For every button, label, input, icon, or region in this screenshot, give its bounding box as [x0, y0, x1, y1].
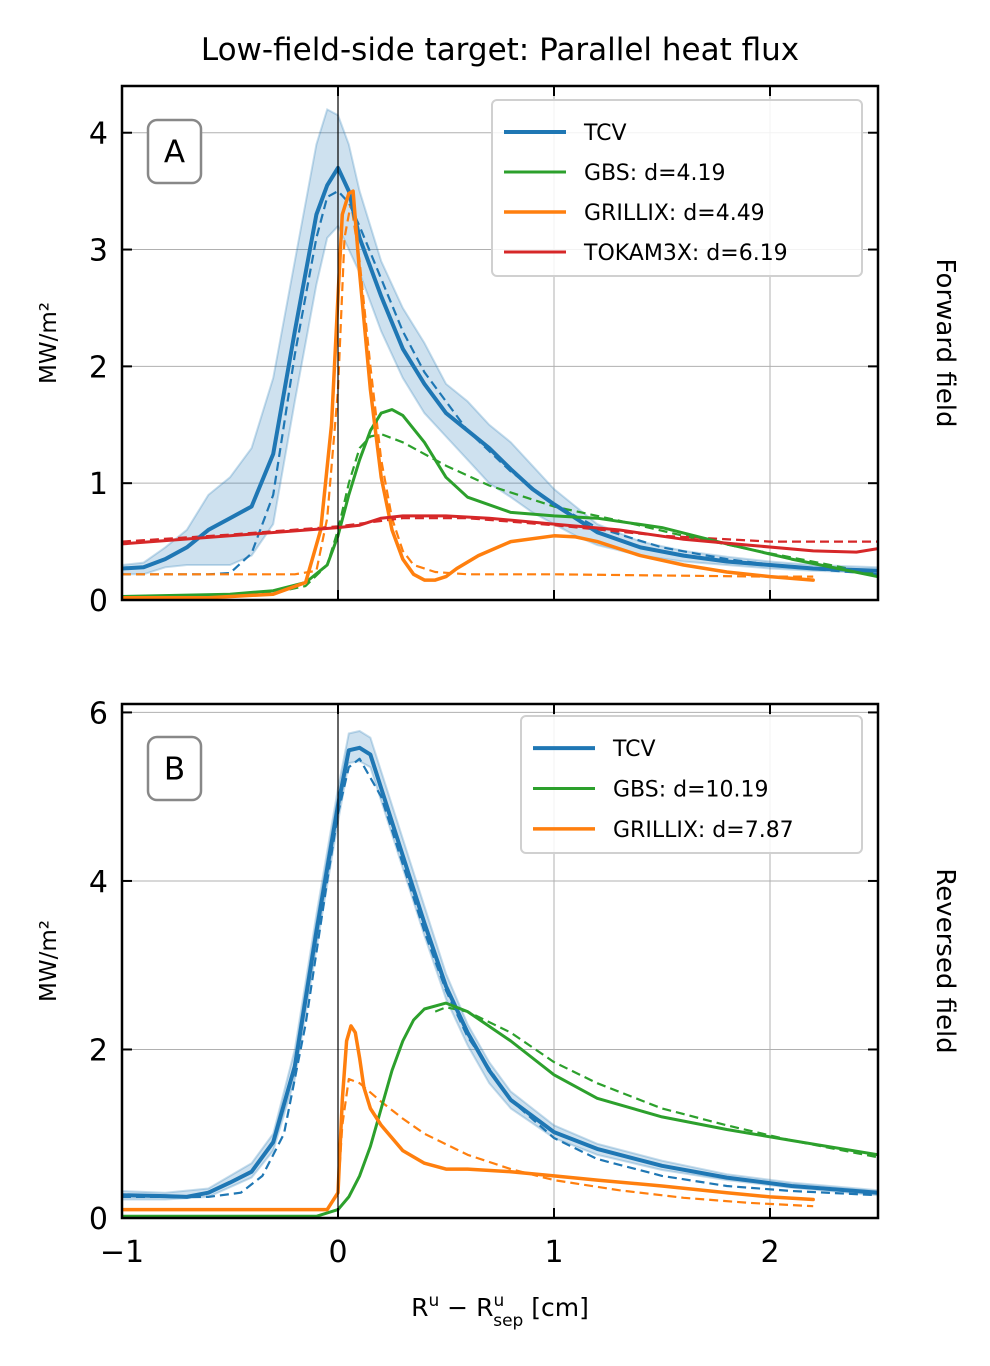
legend-entry: GRILLIX: d=7.87	[613, 818, 794, 843]
legend-entry: GBS: d=10.19	[613, 778, 769, 803]
tcv-fit-line	[122, 190, 878, 576]
tcv-line	[122, 745, 878, 1199]
xlabel-r: R	[411, 1293, 428, 1322]
xlabel-sup: u	[428, 1291, 439, 1311]
panel-letter-box	[146, 735, 203, 802]
y-tick-label: 3	[89, 234, 108, 269]
legend-entry: TOKAM3X: d=6.19	[583, 241, 788, 266]
gbs-line	[122, 1001, 878, 1218]
legend-entry: TCV	[612, 737, 656, 762]
field-direction-label: Forward field	[930, 259, 960, 428]
x-tick-label: 2	[760, 1235, 779, 1270]
y-tick-label: 2	[89, 1033, 108, 1068]
plot-area	[122, 729, 878, 1218]
y-axis-label: MW/m²	[36, 920, 62, 1002]
panel-letter: A	[164, 135, 185, 171]
legend: TCV GBS: d=10.19 GRILLIX: d=7.87	[520, 715, 863, 854]
y-tick-label: 1	[89, 467, 108, 502]
legend-entry: GBS: d=4.19	[584, 161, 726, 186]
y-axis-label: MW/m²	[36, 302, 62, 384]
gbs-line	[122, 408, 878, 598]
tcv-line	[122, 165, 878, 573]
y-tick-label: 4	[89, 865, 108, 900]
grillix-line	[122, 1024, 815, 1212]
legend-entry: GRILLIX: d=4.49	[584, 201, 765, 226]
panel-letter: B	[164, 752, 185, 788]
y-tick-label: 4	[89, 117, 108, 152]
y-tick-label: 0	[89, 584, 108, 619]
y-tick-label: 6	[89, 696, 108, 731]
xlabel-unit: [cm]	[523, 1293, 589, 1322]
xlabel-minus: − R	[439, 1293, 493, 1322]
x-tick-label: 0	[328, 1235, 347, 1270]
tcv-uncertainty-band	[122, 107, 878, 576]
xlabel-sup: u	[493, 1291, 504, 1311]
axes-frame	[120, 84, 880, 602]
tokam3x-line	[122, 514, 878, 554]
x-tick-label: 1	[544, 1235, 563, 1270]
tcv-fit-line	[122, 757, 878, 1198]
panel-a: 0 1 2 3 4 MW/m² Forward field A TCV GBS: d=4.19 GR…	[36, 84, 960, 619]
y-tick-label: 2	[89, 350, 108, 385]
panel-letter-box	[146, 118, 203, 185]
legend-box	[491, 99, 863, 277]
y-tick-label: 0	[89, 1202, 108, 1237]
figure-title: Low-field-side target: Parallel heat flu…	[201, 32, 799, 68]
x-axis-label: Ru − Ru sep [cm]	[411, 1291, 589, 1331]
legend: TCV GBS: d=4.19 GRILLIX: d=4.49 TOKAM3X: d=…	[491, 99, 863, 277]
grillix-line	[122, 189, 815, 600]
legend-box	[520, 715, 863, 854]
axes-frame	[120, 702, 880, 1220]
xlabel-sub: sep	[493, 1311, 523, 1331]
x-tick-label: −1	[100, 1235, 144, 1270]
plot-area	[122, 107, 878, 600]
field-direction-label: Reversed field	[930, 868, 960, 1053]
legend-entry: TCV	[583, 121, 627, 146]
